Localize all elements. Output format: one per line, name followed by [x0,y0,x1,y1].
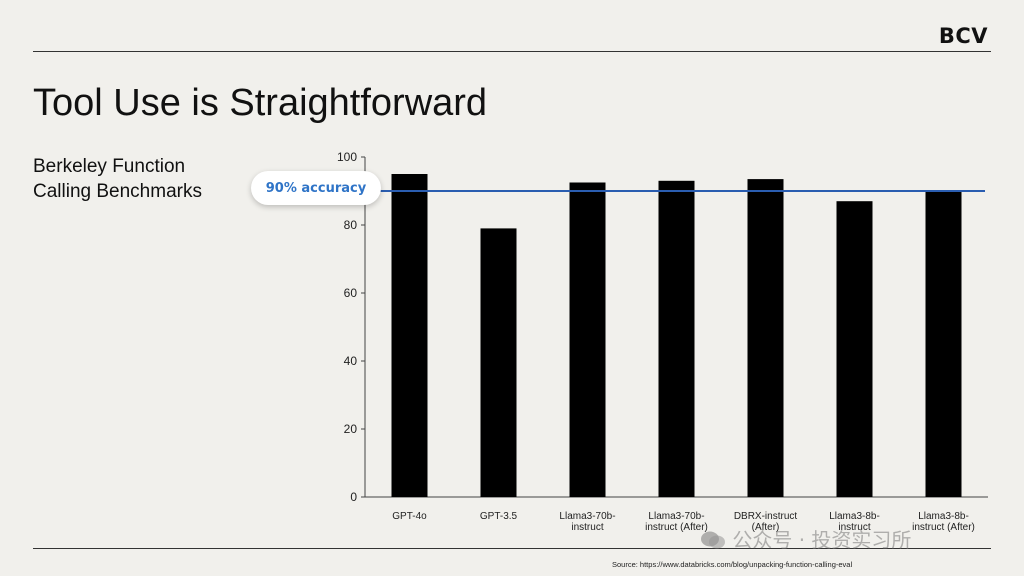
x-category-label: GPT-4o [392,511,427,522]
bar [836,201,873,497]
x-category-label: Llama3-8b-instruct [829,511,880,533]
x-category-label-line: GPT-4o [392,511,427,522]
page-title: Tool Use is Straightforward [33,82,488,124]
bcv-logo: BCV [938,24,988,48]
chart-subtitle: Berkeley Function Calling Benchmarks [33,156,202,202]
x-category-label: Llama3-70b-instruct (After) [645,511,708,533]
bar [480,228,517,497]
x-category-label-line: Llama3-8b- [829,511,880,522]
watermark: 公众号 · 投资实习所 [700,524,911,553]
y-tick-label: 40 [344,354,358,368]
y-tick-label: 60 [344,286,358,300]
x-category-label: DBRX-instruct (After) [734,511,798,533]
bar [569,182,606,497]
y-tick-label: 0 [350,490,357,504]
x-category-label-line: (After) [752,522,780,533]
x-category-label-line: instruct (After) [912,522,975,533]
bottom-divider [33,548,991,549]
x-axis-labels: GPT-4o GPT-3.5 Llama3-70b-instructLlama3-7… [392,511,975,533]
y-tick-label: 100 [337,150,357,164]
x-category-label-line: GPT-3.5 [480,511,518,522]
x-category-label: Llama3-70b-instruct [559,511,615,533]
watermark-text: 公众号 · 投资实习所 [732,528,912,552]
bar [747,179,784,497]
x-category-label-line: Llama3-70b- [559,511,615,522]
x-category-label-line: instruct [571,522,603,533]
source-citation: Source: https://www.databricks.com/blog/… [612,560,853,569]
accuracy-reference-badge: 90% accuracy [251,171,381,205]
wechat-icon [701,531,725,549]
x-category-label-line: instruct (After) [645,522,708,533]
y-tick-label: 20 [344,422,358,436]
bar [658,180,695,498]
x-category-label: GPT-3.5 [480,511,518,522]
x-category-label-line: Llama3-8b- [918,511,969,522]
bar [391,174,428,497]
bar [925,191,962,497]
y-tick-label: 80 [344,218,358,232]
x-category-label-line: instruct [838,522,870,533]
x-category-label-line: DBRX-instruct [734,511,798,522]
x-category-label: Llama3-8b-instruct (After) [912,511,975,533]
bars [391,174,962,498]
top-divider [33,51,991,52]
x-category-label-line: Llama3-70b- [648,511,704,522]
